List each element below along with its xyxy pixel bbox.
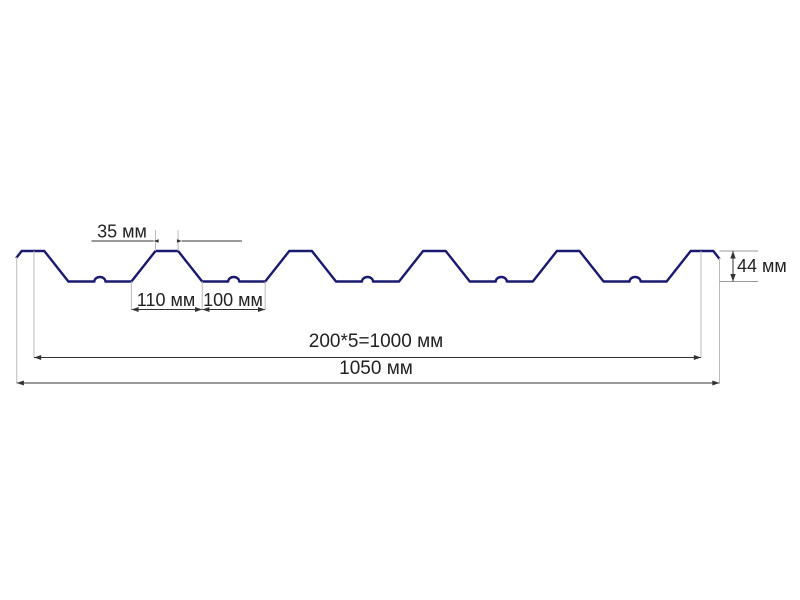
svg-text:1050 мм: 1050 мм [339,358,413,379]
svg-text:44 мм: 44 мм [737,256,787,276]
svg-text:100 мм: 100 мм [203,290,263,310]
svg-text:110 мм: 110 мм [137,290,195,310]
svg-text:200*5=1000 мм: 200*5=1000 мм [309,331,443,352]
svg-text:35 мм: 35 мм [97,222,147,242]
